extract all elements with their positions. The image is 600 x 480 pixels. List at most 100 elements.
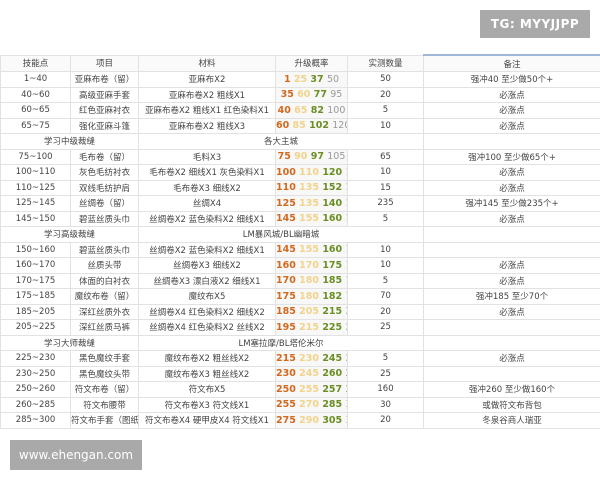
- rate-value-3: 260: [322, 368, 343, 380]
- rate-value-3: 140: [322, 197, 343, 209]
- rate-cell: 275 290 305 320: [275, 412, 348, 429]
- count-cell: 10: [347, 257, 424, 274]
- table-row: 145~150 碧蓝丝质头巾 丝绸卷X2 蓝色染料X2 细线X1 145 155 16…: [0, 210, 600, 227]
- materials-cell: 丝绸X4: [138, 195, 276, 212]
- header-item: 项目: [70, 54, 139, 72]
- count-cell: 20: [347, 303, 424, 320]
- rate-value-3: 160: [322, 213, 343, 225]
- rate-value-2: 155: [299, 244, 319, 256]
- item-cell: 黑色魔纹手套: [70, 350, 139, 367]
- note-cell: [423, 365, 600, 382]
- item-cell: 丝质头带: [70, 257, 139, 274]
- telegram-watermark: TG: MYYJJPP: [480, 10, 590, 38]
- table-row: 205~225 深红丝质马裤 丝绸卷X4 红色染料X2 丝线X2 195 215 22…: [0, 319, 600, 336]
- item-cell: 强化亚麻斗篷: [70, 117, 139, 134]
- header-skill: 技能点: [0, 54, 71, 72]
- note-cell: 强冲100 至少做65个+: [423, 148, 600, 165]
- rate-value-4: 300: [345, 399, 346, 410]
- rate-value-4: 105: [327, 151, 346, 163]
- note-cell: 必涨点: [423, 117, 600, 134]
- rate-value-3: 77: [313, 89, 327, 101]
- rate-value-1: 145: [276, 244, 296, 256]
- skill-range-cell: 40~60: [0, 86, 71, 103]
- rate-value-2: 245: [299, 368, 319, 380]
- note-cell: 必涨点: [423, 210, 600, 227]
- rate-value-3: 97: [310, 151, 324, 163]
- rate-cell: 75 90 97 105: [275, 148, 348, 165]
- rate-value-3: 215: [322, 306, 343, 318]
- rate-value-1: 1: [283, 73, 291, 85]
- table-row: 170~175 体面的白衬衣 丝绸卷X3 漂白液X2 细线X1 170 180 185…: [0, 272, 600, 289]
- rate-value-4: 275: [345, 368, 346, 379]
- section-title: 学习高级裁缝: [0, 226, 139, 243]
- section-empty: [423, 334, 600, 351]
- rate-cell: 160 170 175 180: [275, 257, 348, 274]
- rate-value-2: 290: [299, 414, 319, 426]
- note-cell: 或做符文布背包: [423, 396, 600, 413]
- materials-cell: 魔纹布卷X2 粗丝线X2: [138, 350, 276, 367]
- rate-value-1: 215: [276, 352, 296, 364]
- table-row: 40~60 高级亚麻手套 亚麻布卷X2 粗线X1 35 60 77 95 20 必涨点: [0, 86, 600, 103]
- rate-value-3: 305: [322, 414, 343, 426]
- rate-value-2: 205: [299, 306, 319, 318]
- rate-value-3: 175: [322, 259, 343, 271]
- count-cell: 235: [347, 195, 424, 212]
- note-cell: 必涨点: [423, 257, 600, 274]
- count-cell: 5: [347, 272, 424, 289]
- section-title: 学习中级裁缝: [0, 133, 139, 150]
- rate-value-3: 160: [322, 244, 343, 256]
- table-row: 60~65 红色亚麻衬衣 亚麻布卷X2 粗线X1 红色染料X1 40 65 82 10…: [0, 102, 600, 119]
- section-row: 学习高级裁缝 LM暴风城/BL幽暗城: [0, 226, 600, 243]
- skill-range-cell: 65~75: [0, 117, 71, 134]
- note-cell: 必涨点: [423, 102, 600, 119]
- rate-value-1: 250: [276, 383, 296, 395]
- skill-range-cell: 110~125: [0, 179, 71, 196]
- rate-value-2: 135: [299, 197, 319, 209]
- rate-value-4: 260: [345, 384, 346, 395]
- section-empty: [423, 133, 600, 150]
- note-cell: [423, 241, 600, 258]
- materials-cell: 符文布卷X4 硬甲皮X4 符文线X1: [138, 412, 276, 429]
- rate-value-4: 100: [327, 104, 346, 116]
- item-cell: 双线毛纺护肩: [70, 179, 139, 196]
- count-cell: 15: [347, 179, 424, 196]
- rate-value-4: 225: [345, 306, 346, 317]
- note-cell: 必涨点: [423, 272, 600, 289]
- item-cell: 符文布手套（图纸）: [70, 412, 139, 429]
- materials-cell: 亚麻布卷X2 粗线X1 红色染料X1: [138, 102, 276, 119]
- rate-value-1: 145: [276, 213, 296, 225]
- header-materials: 材料: [138, 54, 276, 72]
- count-cell: 10: [347, 241, 424, 258]
- skill-range-cell: 185~205: [0, 303, 71, 320]
- rate-cell: 1 25 37 50: [275, 71, 348, 88]
- skill-range-cell: 75~100: [0, 148, 71, 165]
- rate-value-4: 260: [345, 353, 346, 364]
- skill-range-cell: 225~230: [0, 350, 71, 367]
- header-rate: 升级概率: [275, 54, 348, 72]
- rate-value-4: 190: [345, 275, 346, 286]
- rate-value-4: 165: [345, 213, 346, 224]
- count-cell: 5: [347, 210, 424, 227]
- skill-range-cell: 230~250: [0, 365, 71, 382]
- item-cell: 高级亚麻手套: [70, 86, 139, 103]
- rate-value-2: 85: [292, 120, 306, 132]
- count-cell: 20: [347, 86, 424, 103]
- rate-value-2: 155: [299, 213, 319, 225]
- materials-cell: 毛布卷X3 细线X2: [138, 179, 276, 196]
- materials-cell: 丝绸卷X2 蓝色染料X2 细线X1: [138, 241, 276, 258]
- item-cell: 魔纹布卷（留）: [70, 288, 139, 305]
- rate-cell: 110 135 152 170: [275, 179, 348, 196]
- note-cell: 必涨点: [423, 179, 600, 196]
- rate-value-3: 285: [322, 399, 343, 411]
- item-cell: 符文布卷（留）: [70, 381, 139, 398]
- note-cell: 强冲185 至少70个: [423, 288, 600, 305]
- rate-cell: 250 255 257 260: [275, 381, 348, 398]
- section-location: 各大主城: [138, 133, 424, 150]
- rate-cell: 215 230 245 260: [275, 350, 348, 367]
